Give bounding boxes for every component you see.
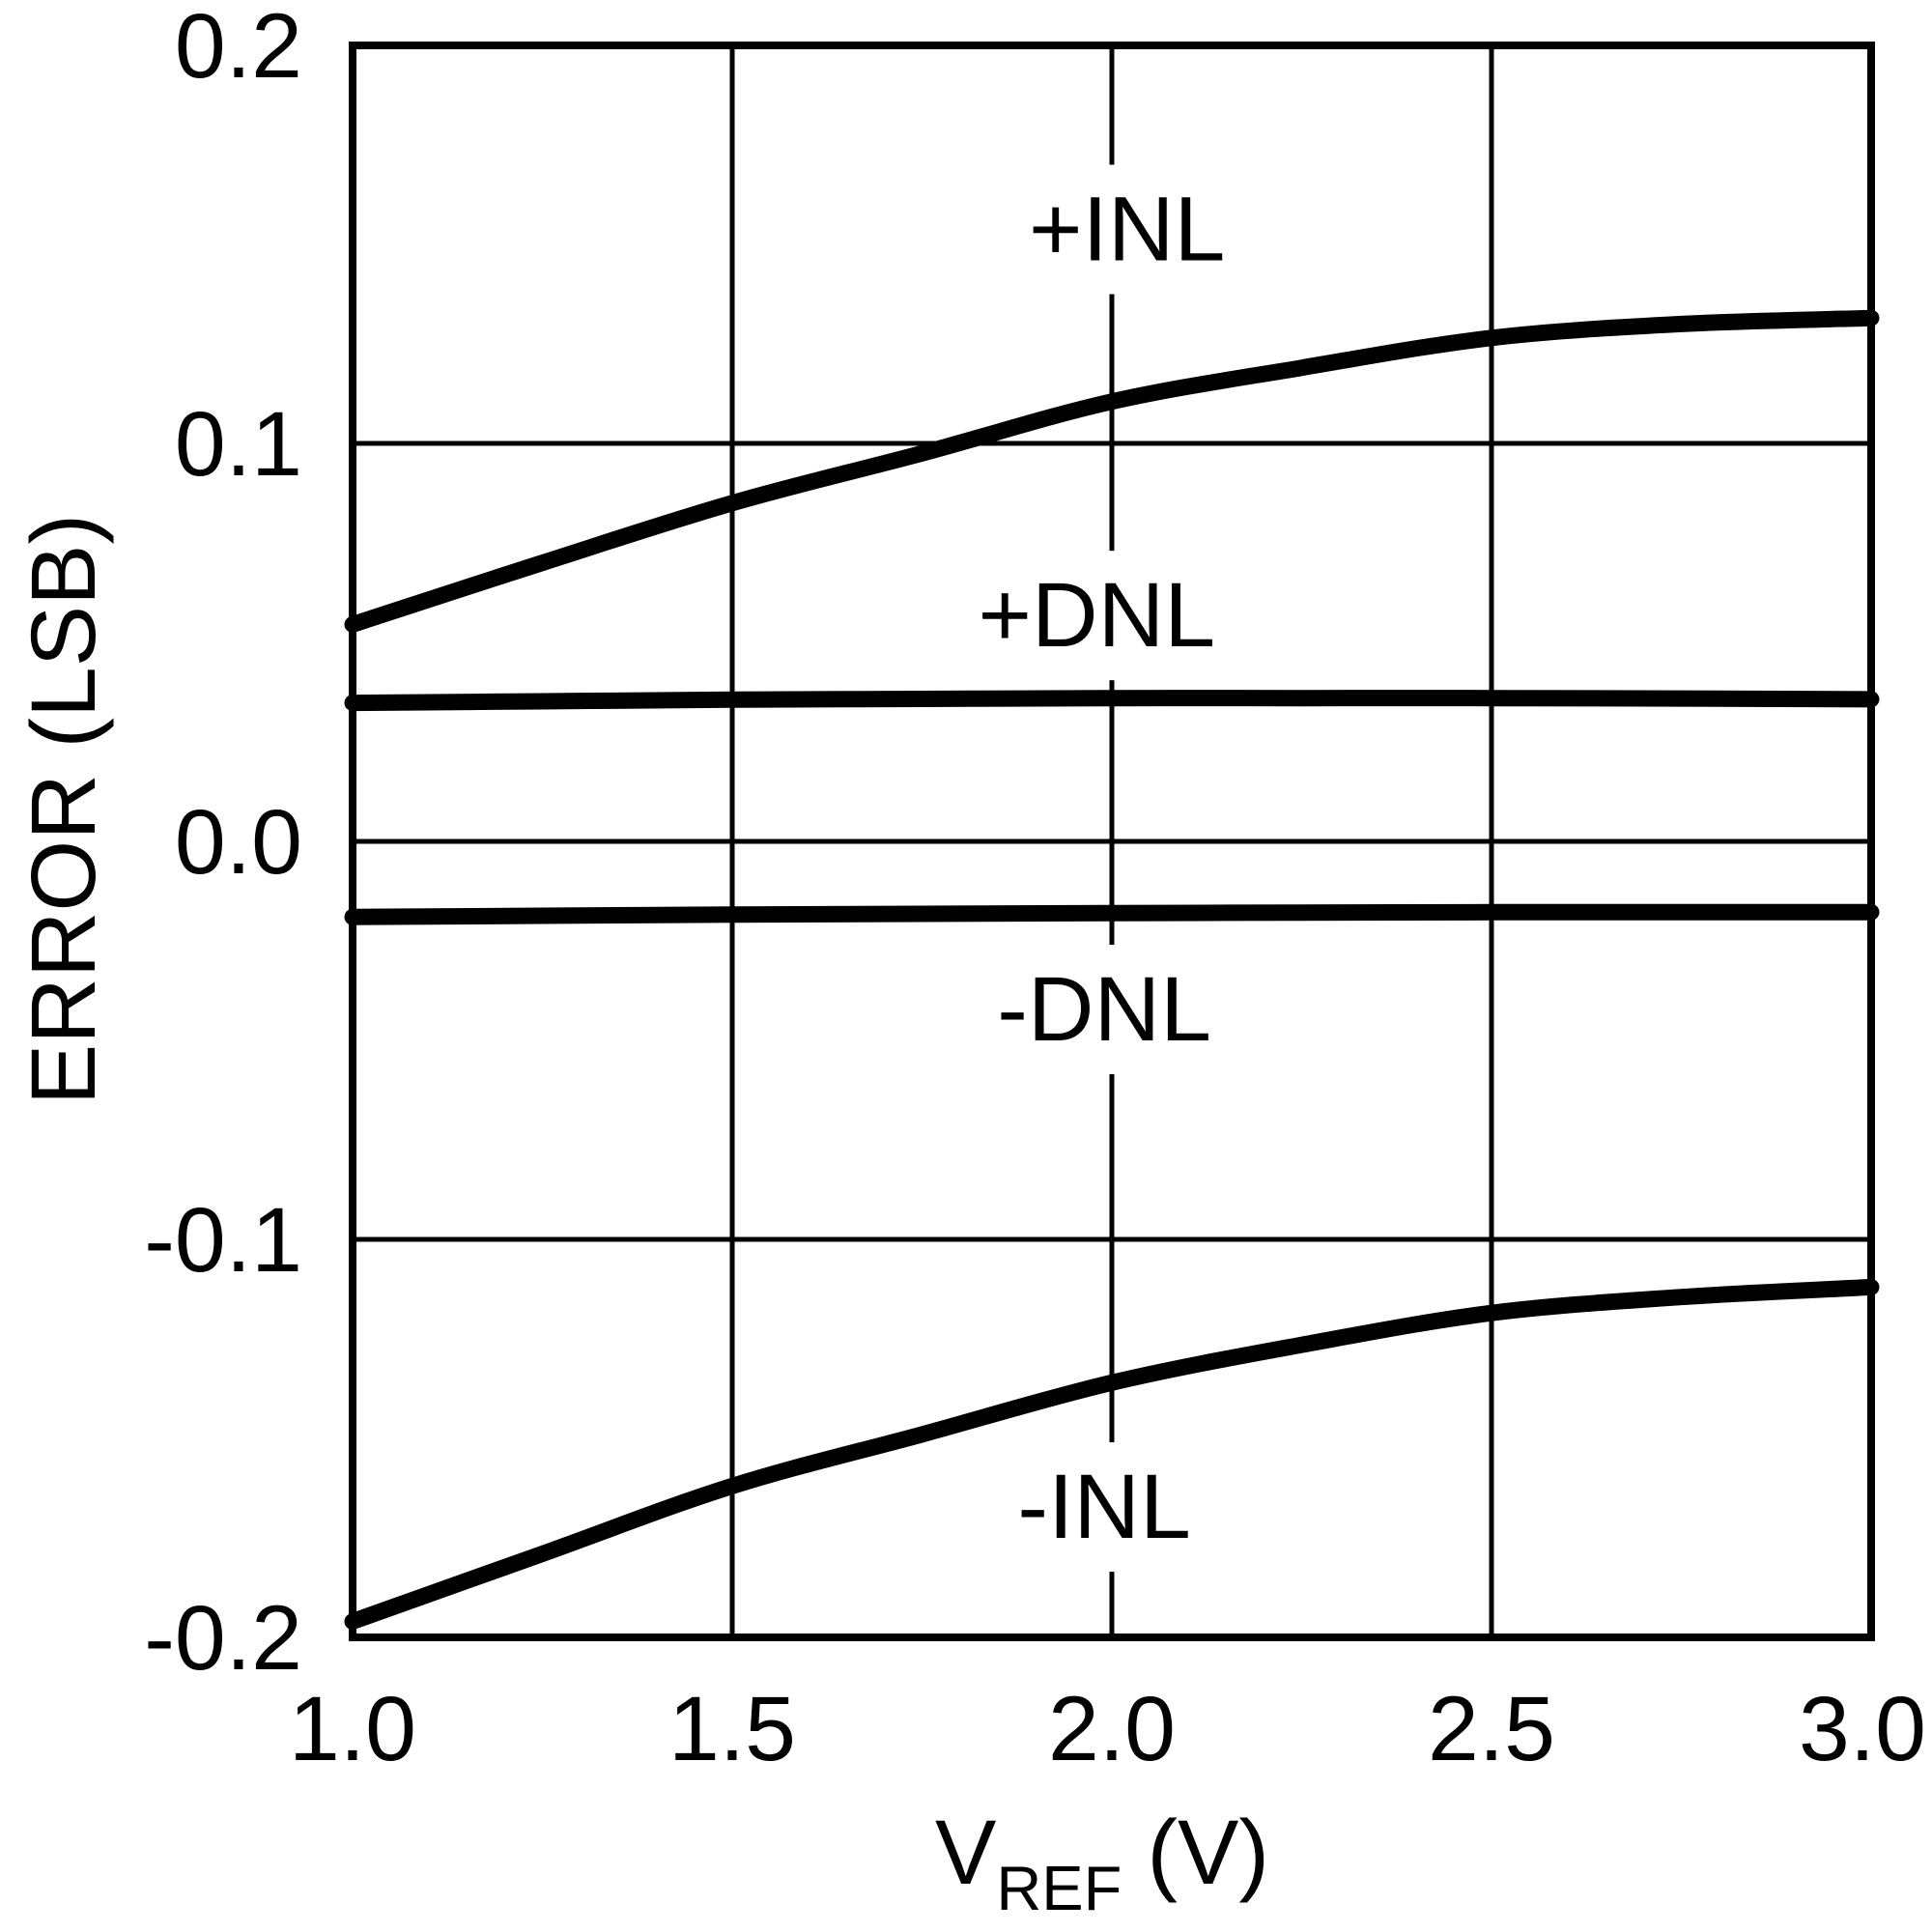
curve-label-+DNL: +DNL [979,564,1216,667]
tick-label-y-0.1: 0.1 [175,393,302,496]
curve-label-bg-+DNL [964,551,1230,681]
tick-label-y-0.0: 0.0 [175,791,302,894]
x-axis-title-symbol: V [935,1802,996,1904]
tick-label-x-3.0: 3.0 [1799,1678,1926,1780]
curve-+INL [344,309,1880,633]
curve-label-bg--INL [1004,1442,1205,1573]
y-axis-title: ERROR (LSB) [13,514,115,1105]
tick-label-x-1.5: 1.5 [668,1678,796,1780]
tick-label-x-2.0: 2.0 [1048,1678,1176,1780]
curve-label-bg--DNL [983,945,1225,1075]
tick-label-y--0.1: -0.1 [144,1189,302,1292]
x-axis-title-unit: (V) [1147,1802,1269,1904]
tick-label-y--0.2: -0.2 [144,1587,302,1690]
curve-layer [344,309,1880,1631]
grid-layer [353,45,1871,1637]
curve-label-layer: +INL +DNL -DNL -INL [964,164,1239,1573]
curve--INL [344,1278,1880,1631]
x-axis-title: VREF (V) [935,1802,1269,1923]
curve-label-bg-+INL [1015,164,1239,295]
tick-label-layer: 0.2 0.1 0.0 -0.1 -0.21.0 1.5 2.0 2.5 3.0 [144,0,1926,1780]
plot-border [349,42,1875,1641]
curve--DNL [344,903,1880,925]
curve-label-+INL: +INL [1029,179,1225,281]
x-axis-title-subscript: REF [996,1853,1122,1923]
curve-label--DNL: -DNL [997,958,1211,1061]
tick-label-x-1.0: 1.0 [289,1678,416,1780]
curve-label--INL: -INL [1017,1456,1190,1558]
curve-+DNL [344,690,1880,712]
tick-label-y-0.2: 0.2 [175,0,302,98]
tick-label-x-2.5: 2.5 [1428,1678,1555,1780]
